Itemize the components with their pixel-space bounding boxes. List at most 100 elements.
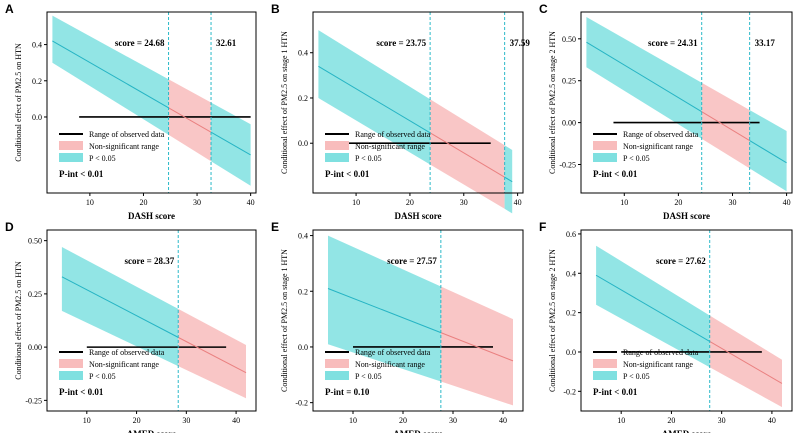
legend-nonsig-swatch	[59, 359, 83, 368]
x-tick-label: 30	[718, 416, 726, 425]
legend-sig-swatch	[325, 371, 349, 380]
x-tick-label: 20	[667, 416, 675, 425]
x-tick-label: 10	[86, 198, 94, 207]
nonsignificant-effect-line-1	[701, 111, 750, 141]
x-tick-label: 40	[783, 198, 791, 207]
x-tick-label: 20	[674, 198, 682, 207]
significant-effect-line-0	[61, 276, 179, 338]
legend-range-label: Range of observed data	[623, 130, 699, 139]
legend-sig-swatch	[59, 153, 83, 162]
significant-effect-line-0	[318, 65, 431, 134]
nonsignificant-effect-line-1	[177, 336, 247, 374]
plot-frame	[46, 11, 257, 194]
y-tick-label: -0.25	[25, 396, 42, 405]
y-tick-label: 0.0	[32, 113, 42, 122]
legend-nonsig-label: Non-significant range	[89, 142, 159, 151]
panel-letter: F	[539, 220, 546, 234]
y-tick-label: 0.25	[28, 290, 42, 299]
y-tick-label: 0.2	[298, 94, 308, 103]
y-tick-label: 0.6	[566, 230, 576, 239]
x-axis-title: AMED score	[127, 429, 177, 433]
legend-nonsig-swatch	[59, 141, 83, 150]
legend-range-label: Range of observed data	[623, 348, 699, 357]
x-tick-label: 10	[352, 198, 360, 207]
panel-letter: C	[539, 2, 548, 16]
legend-sig-label: P < 0.05	[623, 154, 650, 163]
nonsignificant-band-1	[430, 99, 505, 209]
nonsignificant-effect-line-1	[709, 340, 783, 384]
significant-effect-line-2	[504, 176, 513, 183]
legend-sig-label: P < 0.05	[355, 372, 382, 381]
y-tick-label: 0.2	[32, 77, 42, 86]
x-tick-label: 20	[139, 198, 147, 207]
y-tick-label: 0.25	[562, 77, 576, 86]
y-axis-title: Conditional effect of PM2.5 on HTN	[14, 261, 23, 380]
legend-sig-label: P < 0.05	[355, 154, 382, 163]
legend-range-label: Range of observed data	[89, 348, 165, 357]
score-annotation: score = 23.75	[376, 38, 426, 48]
x-tick-label: 20	[399, 416, 407, 425]
y-tick-label: -0.2	[295, 399, 308, 408]
y-tick-label: 0.00	[28, 343, 42, 352]
y-tick-label: 0.2	[298, 287, 308, 296]
x-tick-label: 30	[460, 198, 468, 207]
significant-band-0	[596, 245, 710, 368]
score-annotation: score = 24.31	[648, 38, 698, 48]
legend-range-label: Range of observed data	[355, 130, 431, 139]
score-annotation: score = 27.57	[387, 256, 437, 266]
panel-e: -0.2 0.0 0.2 0.4 10 20 30 40 E AMED score Conditio…	[271, 220, 524, 433]
significant-effect-line-2	[210, 131, 251, 156]
significant-band-0	[52, 15, 169, 135]
legend-range-label: Range of observed data	[89, 130, 165, 139]
legend-range-label: Range of observed data	[355, 348, 431, 357]
x-tick-label: 10	[83, 416, 91, 425]
plot-frame	[312, 229, 524, 412]
significant-effect-line-0	[52, 40, 169, 109]
y-tick-label: -0.2	[563, 387, 576, 396]
x-tick-label: 30	[182, 416, 190, 425]
panel-c: -0.25 0.00 0.25 0.50 10 20 30 40 C DASH score Cond…	[539, 2, 793, 221]
y-tick-label: -0.25	[559, 161, 576, 170]
y-tick-label: 0.50	[28, 237, 42, 246]
panel-f: -0.2 0.0 0.2 0.4 0.6 10 20 30 40 F AMED score Condi…	[539, 220, 793, 433]
y-tick-label: 0.00	[562, 119, 576, 128]
y-tick-label: 0.0	[566, 348, 576, 357]
p-interaction-label: P-int = 0.10	[325, 387, 370, 397]
plot-frame	[580, 11, 793, 194]
plot-frame	[312, 11, 524, 194]
legend-sig-swatch	[593, 153, 617, 162]
legend-nonsig-swatch	[325, 359, 349, 368]
legend-nonsig-label: Non-significant range	[623, 142, 693, 151]
cutoff-annotation: 33.17	[755, 38, 776, 48]
legend-sig-label: P < 0.05	[623, 372, 650, 381]
legend-nonsig-swatch	[325, 141, 349, 150]
legend-nonsig-swatch	[593, 141, 617, 150]
y-axis-title: Conditional effect of PM2.5 on stage 2 H…	[548, 249, 557, 392]
x-tick-label: 40	[514, 198, 522, 207]
nonsignificant-effect-line-1	[429, 132, 505, 178]
significant-band-0	[328, 235, 441, 382]
p-interaction-label: P-int < 0.01	[593, 387, 638, 397]
panel-letter: B	[271, 2, 280, 16]
legend-nonsig-label: Non-significant range	[89, 360, 159, 369]
nonsignificant-effect-line-1	[440, 332, 514, 362]
legend-sig-swatch	[59, 371, 83, 380]
legend-sig-swatch	[593, 371, 617, 380]
panel-b: 0.0 0.2 0.4 10 20 30 40 B DASH score Conditional …	[271, 2, 530, 221]
nonsignificant-effect-line-1	[168, 107, 212, 133]
p-interaction-label: P-int < 0.01	[593, 169, 638, 179]
score-annotation: score = 28.37	[125, 256, 175, 266]
y-axis-title: Conditional effect of PM2.5 on stage 2 H…	[548, 31, 557, 174]
p-interaction-label: P-int < 0.01	[59, 387, 104, 397]
legend-nonsig-label: Non-significant range	[623, 360, 693, 369]
x-axis-title: DASH score	[394, 211, 441, 221]
x-tick-label: 40	[499, 416, 507, 425]
x-tick-label: 40	[768, 416, 776, 425]
legend-sig-label: P < 0.05	[89, 372, 116, 381]
plot-frame	[580, 229, 793, 412]
panel-a: 0.0 0.2 0.4 10 20 30 40 A DASH score Conditional …	[5, 2, 257, 221]
panel-d: -0.25 0.00 0.25 0.50 10 20 30 40 D AMED score Cond…	[5, 220, 257, 433]
y-tick-label: 0.0	[298, 139, 308, 148]
legend-sig-swatch	[325, 153, 349, 162]
